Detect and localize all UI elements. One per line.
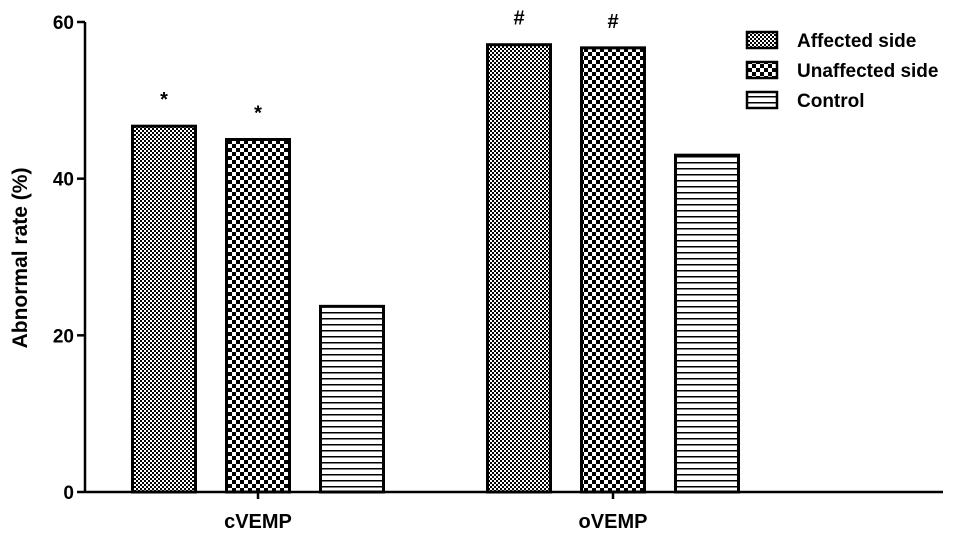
bar-annotations: * * # # — [160, 8, 618, 125]
legend-label: Affected side — [797, 31, 916, 52]
y-axis-label: Abnormal rate (%) — [9, 168, 32, 349]
y-tick-label: 40 — [53, 170, 74, 191]
legend: Affected side Unaffected side Control — [745, 30, 938, 112]
bar-unaffected-side-cvemp — [225, 138, 291, 494]
y-tick-label: 20 — [53, 326, 74, 347]
x-tick-label: oVEMP — [579, 511, 648, 533]
legend-swatch — [745, 60, 779, 80]
bar-affected-side-cvemp — [131, 124, 197, 494]
bars — [131, 43, 740, 494]
significance-marker: * — [254, 103, 262, 125]
x-tick-label: cVEMP — [224, 511, 292, 533]
significance-marker: # — [607, 11, 618, 33]
legend-swatch — [745, 90, 779, 110]
y-tick-label: 60 — [53, 13, 74, 34]
bar-affected-side-ovemp — [486, 43, 552, 494]
bar-control-cvemp — [319, 304, 385, 494]
bar-control-ovemp — [674, 153, 740, 494]
legend-label: Unaffected side — [797, 61, 938, 82]
legend-swatch — [745, 30, 779, 50]
significance-marker: # — [513, 8, 524, 30]
bar-unaffected-side-ovemp — [580, 46, 646, 494]
y-tick-label: 0 — [63, 483, 74, 504]
legend-label: Control — [797, 91, 865, 112]
significance-marker: * — [160, 89, 168, 111]
